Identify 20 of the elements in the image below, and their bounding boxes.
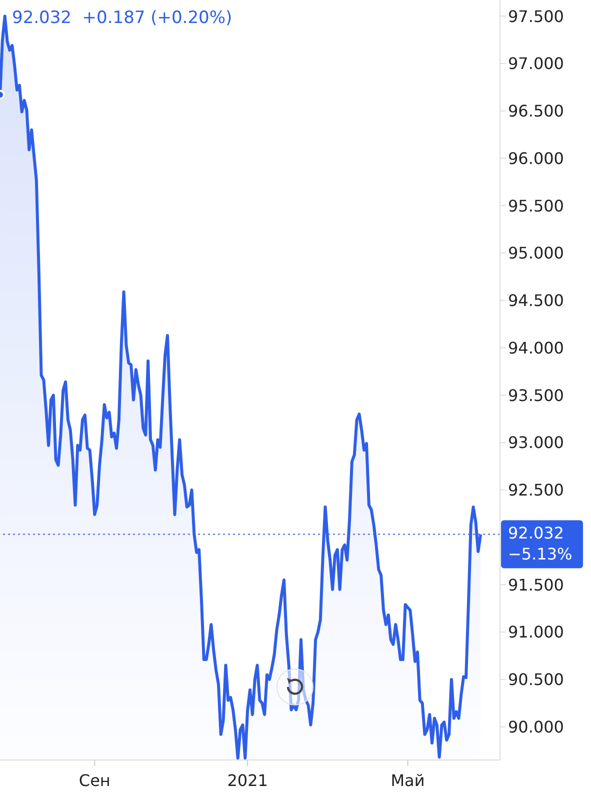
y-tick-label: 92.500 [508,480,564,500]
y-tick-label: 91.500 [508,575,564,594]
y-tick-label: 96.500 [508,102,564,121]
y-tick-label: 97.000 [508,54,564,74]
y-tick-label: 91.000 [508,622,564,642]
y-tick-label: 94.500 [508,291,564,310]
x-tick-label: Сен [78,771,110,790]
y-tick-label: 94.000 [508,338,564,358]
y-tick-label: 90.000 [508,718,564,737]
y-tick-label: 90.500 [508,670,564,690]
y-tick-label: 96.000 [508,148,564,168]
x-tick-label: 2021 [227,771,268,790]
y-tick-label: 93.000 [508,433,564,452]
y-tick-label: 95.500 [508,196,564,216]
y-tick-label: 95.000 [508,244,564,263]
y-tick-label: 97.500 [508,6,564,26]
text: 92.032 +0.187 (+0.20%) [12,8,232,28]
x-tick-label: Май [390,771,425,790]
y-tick-label: 93.500 [508,386,564,405]
ref-line-label: 92.032 −5.13% [508,523,572,564]
